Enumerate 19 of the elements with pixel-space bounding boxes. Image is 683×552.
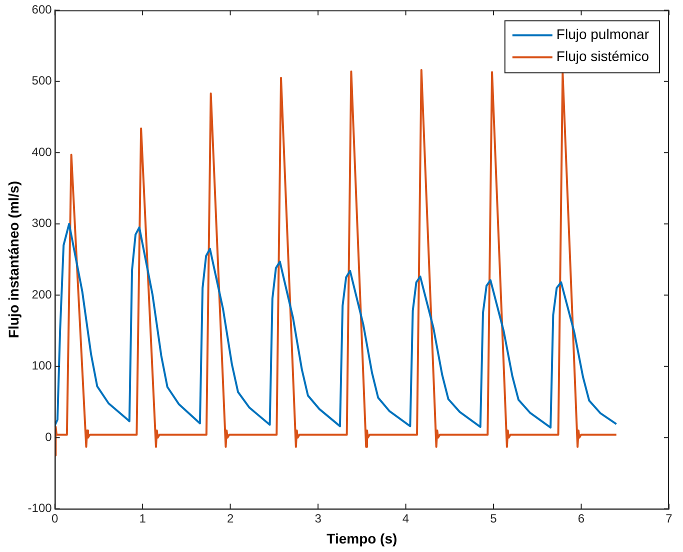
y-tick-label: 500: [32, 74, 52, 88]
legend-label: Flujo pulmonar: [556, 26, 650, 42]
y-tick-label: 300: [32, 216, 52, 230]
y-tick-label: 600: [32, 2, 52, 17]
x-tick-label: 4: [402, 511, 410, 526]
y-tick-label: 0: [45, 430, 52, 444]
y-tick-label: 200: [32, 287, 52, 302]
x-tick-label: 1: [139, 511, 146, 526]
y-tick-label: 100: [32, 358, 52, 373]
x-tick-label: 5: [490, 511, 498, 526]
x-tick-label: 7: [666, 511, 673, 526]
x-axis-title: Tiempo (s): [326, 530, 398, 546]
y-tick-label: -100: [28, 501, 52, 516]
y-axis-title: Flujo instantáneo (ml/s): [5, 180, 22, 338]
x-tick-label: 3: [314, 511, 322, 526]
legend-label: Flujo sistémico: [556, 48, 650, 64]
x-tick-label: 6: [578, 511, 585, 526]
x-tick-label: 2: [226, 511, 234, 526]
y-tick-label: 400: [32, 144, 52, 159]
